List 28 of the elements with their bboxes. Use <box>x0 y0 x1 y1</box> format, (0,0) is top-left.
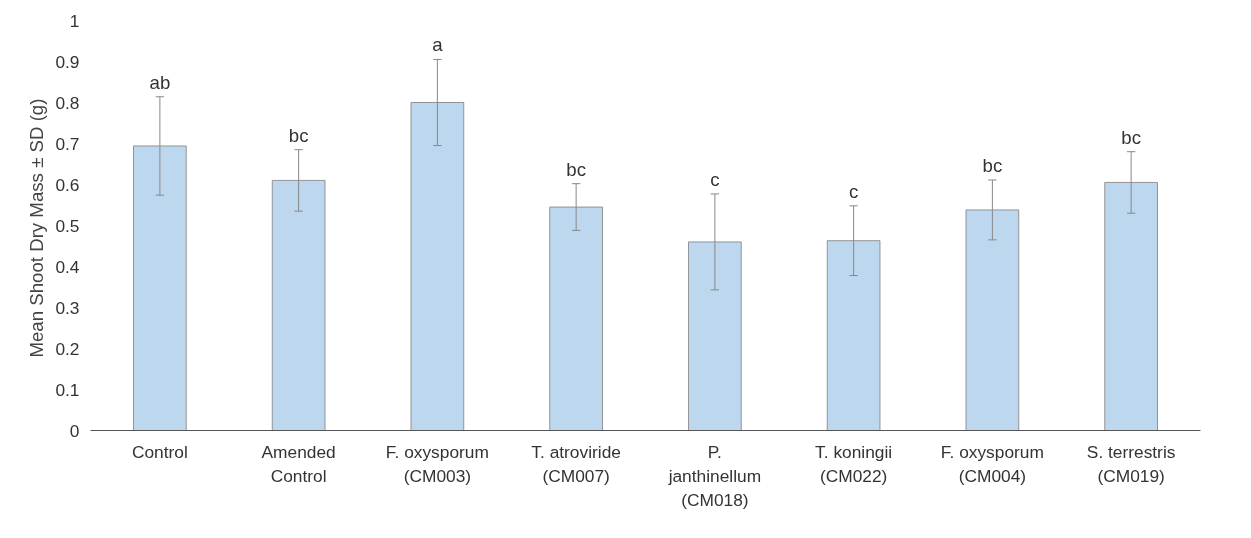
annotation: bc <box>288 124 309 146</box>
annotation: bc <box>982 154 1003 176</box>
y-tick-label: 0.9 <box>55 51 80 72</box>
y-tick-label: 0.2 <box>55 338 80 359</box>
y-tick-label: 0 <box>69 420 80 441</box>
y-tick-label: 0.4 <box>55 256 80 277</box>
x-tick-label: F. oxysporum (CM004) <box>940 441 1044 486</box>
y-tick-label: 0.6 <box>55 174 80 195</box>
y-tick-label: 0.5 <box>55 215 80 236</box>
x-tick-label: S. terrestris (CM019) <box>1086 441 1176 486</box>
x-tick-label: P. janthinellum (CM018) <box>667 441 762 510</box>
x-tick-label: T. koningii (CM022) <box>815 441 893 486</box>
annotation: a <box>432 34 444 56</box>
annotation: c <box>848 180 859 202</box>
annotation: ab <box>149 71 171 93</box>
y-tick-label: 0.7 <box>55 133 80 154</box>
y-tick-label: 0.3 <box>55 297 80 318</box>
annotation: bc <box>566 158 586 180</box>
x-tick-label: Control <box>131 441 188 462</box>
annotation: bc <box>1121 126 1141 148</box>
x-tick-label: T. atroviride (CM007) <box>531 441 621 486</box>
y-tick-label: 1 <box>69 10 80 31</box>
x-tick-label: Amended Control <box>261 441 336 486</box>
annotation: c <box>710 168 720 190</box>
y-tick-label: 0.8 <box>55 92 80 113</box>
y-tick-label: 0.1 <box>55 379 80 400</box>
x-tick-label: F. oxysporum (CM003) <box>385 441 489 486</box>
y-axis-title: Mean Shoot Dry Mass ± SD (g) <box>26 98 48 358</box>
